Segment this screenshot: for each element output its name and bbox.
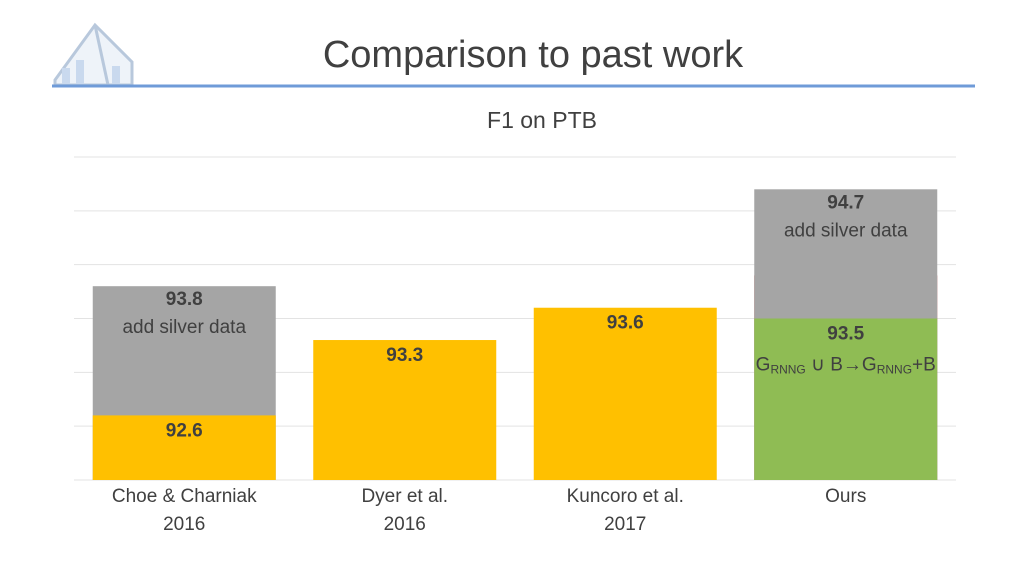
data-label: 92.6 — [166, 420, 203, 441]
segment-label: add silver data — [122, 317, 246, 338]
x-tick-label: 2016 — [384, 514, 426, 535]
bar — [533, 307, 717, 480]
label-part: ∪ B→G — [806, 355, 877, 376]
label-part: G — [756, 355, 771, 376]
segment-name: add silver data — [784, 220, 908, 241]
segment-label: GRNNG ∪ B→GRNNG+B — [756, 355, 936, 377]
label-part: RNNG — [770, 363, 805, 377]
data-label: 93.5 — [827, 324, 864, 345]
bar — [313, 340, 497, 480]
x-tick-label: 2017 — [604, 514, 646, 535]
segment-label: add silver data — [784, 220, 908, 241]
data-label: 93.6 — [607, 313, 644, 334]
x-tick-label: 2016 — [163, 514, 205, 535]
segment-name: add silver data — [122, 317, 246, 338]
x-tick-label: Kuncoro et al. — [567, 486, 684, 507]
x-tick-label: Choe & Charniak — [112, 486, 257, 507]
x-tick-label: Dyer et al. — [361, 486, 448, 507]
label-part: +B — [912, 355, 936, 376]
bar — [754, 318, 938, 480]
data-label: 94.7 — [827, 192, 864, 213]
x-tick-label: Ours — [825, 486, 866, 507]
label-part: RNNG — [877, 363, 912, 377]
data-label: 93.3 — [386, 345, 423, 366]
logo — [53, 22, 134, 87]
bar — [92, 415, 276, 480]
slide-title: Comparison to past work — [323, 34, 744, 76]
chart-title: F1 on PTB — [487, 107, 597, 133]
data-label: 93.8 — [166, 289, 203, 310]
